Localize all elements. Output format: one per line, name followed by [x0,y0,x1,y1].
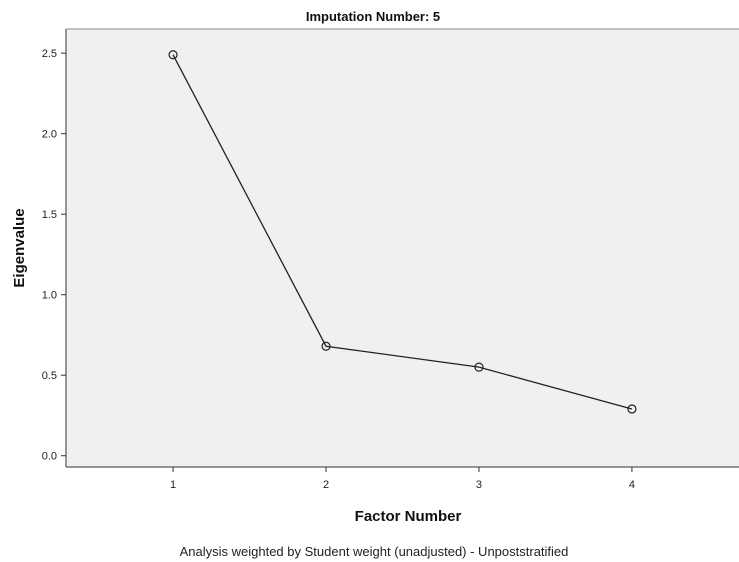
y-tick-label: 2.5 [42,48,57,60]
x-tick-label: 3 [476,479,482,491]
x-tick-label: 4 [629,479,635,491]
data-point-marker [168,50,178,60]
y-axis-ticks: 0.0 0.5 1.0 1.5 2.0 2.5 [42,48,66,463]
y-tick-label: 1.5 [42,209,57,221]
x-tick-label: 2 [323,479,329,491]
chart-title: Imputation Number: 5 [306,9,440,24]
plot-area-background [66,29,739,467]
y-tick-label: 0.0 [42,451,57,463]
y-axis-title: Eigenvalue [11,208,28,287]
y-tick-label: 1.0 [42,290,57,302]
data-point-marker [627,404,637,414]
series-layer [168,50,637,414]
x-tick-label: 1 [170,479,176,491]
data-point-marker [474,362,484,372]
data-point-marker [321,341,331,351]
series-line [172,54,633,410]
y-tick-label: 2.0 [42,129,57,141]
footnote: Analysis weighted by Student weight (una… [180,544,569,559]
y-tick-label: 0.5 [42,370,57,382]
x-axis-title: Factor Number [355,508,462,525]
x-axis-ticks: 1 2 3 4 [170,467,635,491]
